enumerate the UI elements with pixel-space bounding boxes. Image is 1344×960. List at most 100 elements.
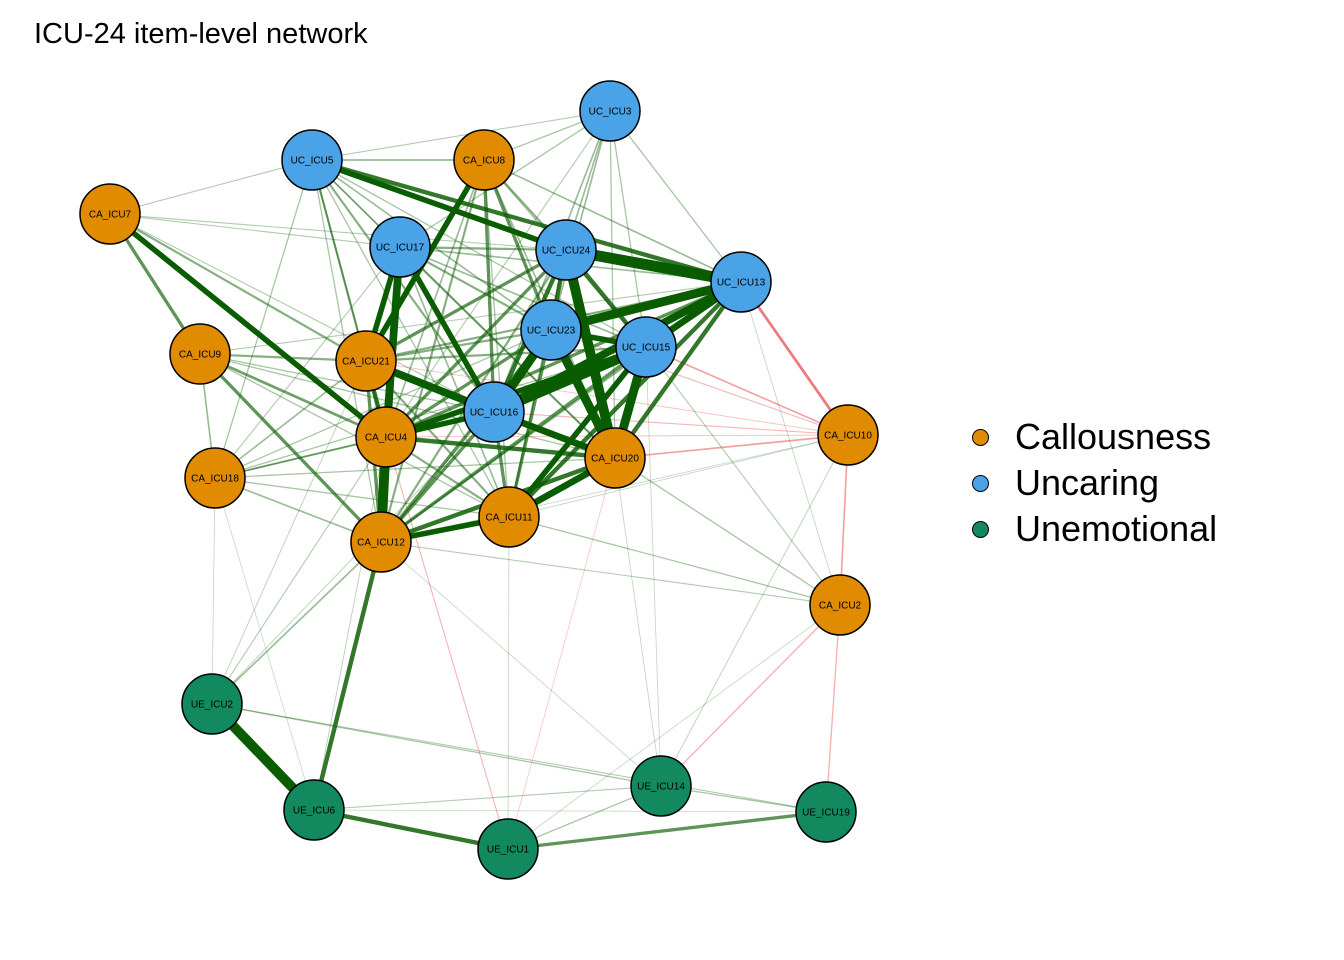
edge-CA_ICU18-UC_ICU23 (214, 329, 552, 479)
node-circle (169, 323, 231, 385)
edge-UE_ICU2-CA_ICU4 (211, 436, 387, 705)
legend-label-unemotional: Unemotional (1015, 508, 1218, 549)
node-circle (817, 404, 879, 466)
edge-UC_ICU15-CA_ICU21 (364, 345, 648, 363)
node-label: CA_ICU21 (342, 357, 390, 368)
edge-UC_ICU15-CA_ICU10 (645, 346, 849, 436)
node-CA_ICU10: CA_ICU10 (817, 404, 879, 466)
edge-CA_ICU7-CA_ICU4 (107, 211, 389, 440)
edge-CA_ICU2-UE_ICU19 (825, 604, 841, 813)
node-circle (335, 330, 397, 392)
node-CA_ICU21: CA_ICU21 (335, 330, 397, 392)
edge-UE_ICU2-UE_ICU14 (211, 703, 662, 787)
node-label: CA_ICU10 (824, 431, 872, 442)
edge-CA_ICU9-CA_ICU4 (198, 352, 388, 439)
edge-UE_ICU6-UE_ICU14 (313, 785, 662, 811)
edge-CA_ICU18-UE_ICU6 (214, 477, 315, 811)
edge-CA_ICU2-UE_ICU1 (507, 604, 841, 850)
node-circle (463, 381, 525, 443)
node-circle (630, 755, 692, 817)
node-CA_ICU11: CA_ICU11 (478, 486, 540, 548)
node-label: UE_ICU19 (802, 808, 850, 819)
node-UC_ICU3: UC_ICU3 (579, 80, 641, 142)
node-CA_ICU7: CA_ICU7 (79, 183, 141, 245)
edge-CA_ICU18-CA_ICU21 (214, 360, 367, 479)
edge-UC_ICU17-CA_ICU11 (399, 246, 510, 518)
edge-UE_ICU14-CA_ICU20 (614, 457, 662, 787)
legend-item-uncaring: Uncaring (972, 460, 1217, 506)
node-label: CA_ICU9 (179, 350, 222, 361)
node-circle (184, 447, 246, 509)
edge-UE_ICU6-CA_ICU4 (313, 436, 387, 811)
edge-CA_ICU21-UC_ICU24 (364, 248, 568, 363)
edge-UC_ICU13-CA_ICU9 (199, 281, 742, 355)
node-circle (350, 511, 412, 573)
edge-CA_ICU11-CA_ICU18 (214, 477, 510, 518)
edge-UE_ICU1-CA_ICU20 (507, 457, 616, 850)
node-circle (355, 406, 417, 468)
node-UE_ICU1: UE_ICU1 (477, 818, 539, 880)
node-label: UC_ICU23 (527, 326, 576, 337)
legend-swatch-uncaring (972, 474, 989, 492)
edge-UC_ICU13-CA_ICU20 (612, 279, 744, 461)
edge-UE_ICU14-CA_ICU12 (380, 541, 662, 787)
edge-CA_ICU7-UC_ICU24 (109, 213, 567, 251)
node-UE_ICU14: UE_ICU14 (630, 755, 692, 817)
node-circle (584, 427, 646, 489)
edge-UC_ICU5-UC_ICU13 (309, 157, 744, 285)
node-UC_ICU24: UC_ICU24 (535, 219, 597, 281)
edge-UC_ICU3-UC_ICU23 (550, 110, 611, 331)
edge-UC_ICU5-CA_ICU11 (311, 159, 510, 518)
edge-CA_ICU7-UC_ICU17 (109, 213, 401, 248)
edge-UC_ICU5-CA_ICU18 (214, 159, 313, 479)
node-UC_ICU17: UC_ICU17 (369, 216, 431, 278)
node-CA_ICU9: CA_ICU9 (169, 323, 231, 385)
edge-UE_ICU1-UE_ICU19 (506, 810, 828, 851)
edge-CA_ICU18-UC_ICU17 (214, 246, 401, 479)
node-label: UE_ICU2 (191, 700, 234, 711)
node-CA_ICU4: CA_ICU4 (355, 406, 417, 468)
legend: Callousness Uncaring Unemotional (972, 414, 1217, 552)
node-label: UE_ICU14 (637, 782, 685, 793)
edge-UE_ICU6-UE_ICU1 (311, 807, 511, 852)
node-label: CA_ICU4 (365, 433, 408, 444)
node-circle (453, 129, 515, 191)
edge-UE_ICU1-CA_ICU4 (385, 436, 509, 850)
node-label: CA_ICU12 (357, 538, 405, 549)
node-label: UC_ICU24 (542, 246, 591, 257)
node-UC_ICU5: UC_ICU5 (281, 129, 343, 191)
edge-UC_ICU5-UC_ICU16 (310, 158, 496, 414)
node-CA_ICU18: CA_ICU18 (184, 447, 246, 509)
edge-UC_ICU5-CA_ICU21 (311, 159, 367, 362)
nodes-layer: UC_ICU3 UC_ICU5 CA_ICU8 CA_ICU7 UC_ICU17 UC_I… (79, 80, 879, 880)
edge-CA_ICU10-UE_ICU14 (660, 434, 849, 787)
node-circle (281, 129, 343, 191)
edge-CA_ICU20-CA_ICU10 (614, 434, 849, 459)
edge-UE_ICU2-CA_ICU21 (211, 360, 367, 705)
edge-CA_ICU9-CA_ICU11 (199, 353, 510, 518)
node-label: UC_ICU15 (622, 343, 671, 354)
node-label: UC_ICU16 (470, 408, 519, 419)
edge-CA_ICU7-CA_ICU21 (108, 212, 368, 363)
edge-CA_ICU9-CA_ICU20 (199, 353, 616, 459)
edge-CA_ICU18-CA_ICU20 (214, 457, 616, 479)
edge-CA_ICU12-UC_ICU15 (379, 345, 648, 544)
edge-CA_ICU12-UE_ICU6 (311, 539, 384, 813)
edge-CA_ICU7-UC_ICU16 (109, 213, 495, 413)
edge-CA_ICU2-UC_ICU13 (740, 281, 841, 606)
edge-UC_ICU5-UC_ICU3 (311, 110, 611, 161)
node-CA_ICU2: CA_ICU2 (809, 574, 871, 636)
node-circle (369, 216, 431, 278)
node-circle (809, 574, 871, 636)
node-UC_ICU15: UC_ICU15 (615, 316, 677, 378)
edge-UE_ICU14-UC_ICU15 (645, 346, 662, 787)
edge-CA_ICU2-UE_ICU14 (660, 604, 841, 787)
page-title: ICU-24 item-level network (34, 18, 368, 50)
edge-UC_ICU5-UC_ICU24 (309, 157, 569, 253)
edge-UE_ICU6-UE_ICU19 (313, 809, 827, 813)
node-CA_ICU12: CA_ICU12 (350, 511, 412, 573)
edge-CA_ICU9-CA_ICU12 (198, 352, 383, 544)
edge-CA_ICU8-CA_ICU12 (379, 158, 486, 544)
edge-UE_ICU1-CA_ICU11 (507, 516, 510, 850)
